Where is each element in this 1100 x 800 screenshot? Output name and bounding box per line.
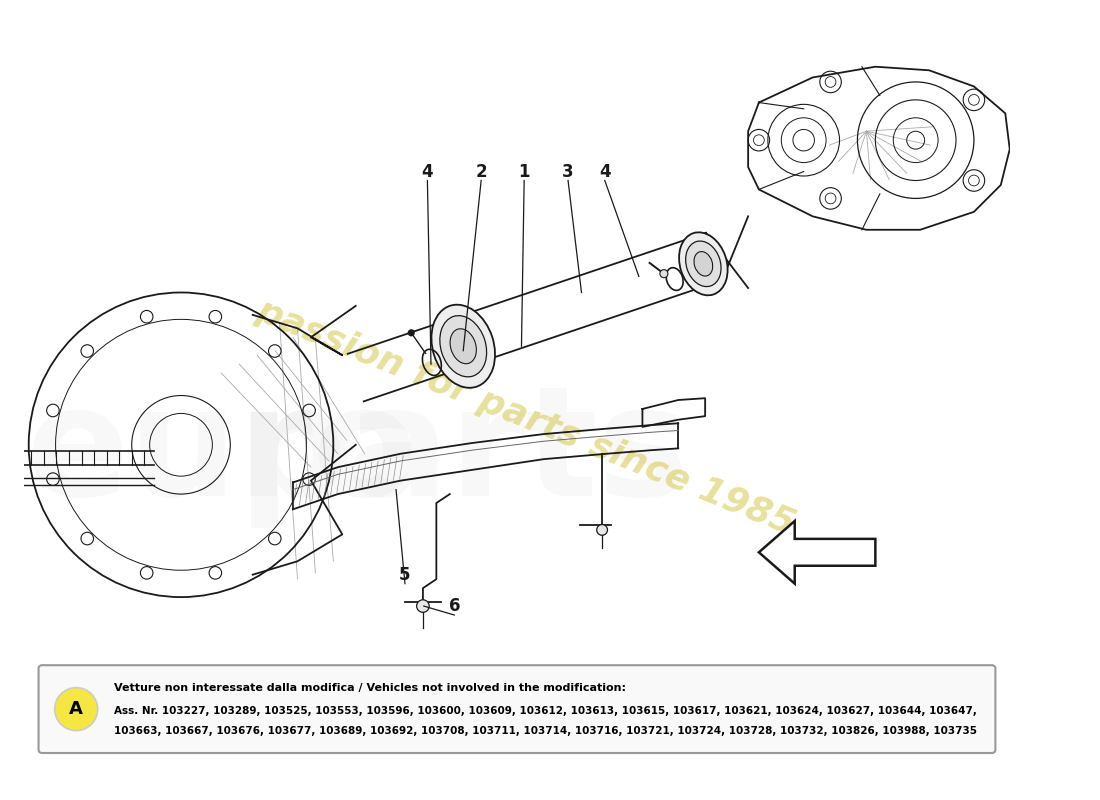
Text: 6: 6 <box>449 597 460 615</box>
Text: euro: euro <box>25 379 418 528</box>
Text: Ass. Nr. 103227, 103289, 103525, 103553, 103596, 103600, 103609, 103612, 103613,: Ass. Nr. 103227, 103289, 103525, 103553,… <box>113 706 977 716</box>
Circle shape <box>408 330 415 336</box>
Ellipse shape <box>450 329 476 364</box>
Text: 5: 5 <box>399 566 410 584</box>
Text: 2: 2 <box>475 162 487 181</box>
Ellipse shape <box>685 241 722 286</box>
Text: 4: 4 <box>600 162 610 181</box>
Text: A: A <box>69 700 84 718</box>
Circle shape <box>55 687 98 730</box>
Text: 103663, 103667, 103676, 103677, 103689, 103692, 103708, 103711, 103714, 103716, : 103663, 103667, 103676, 103677, 103689, … <box>113 726 977 737</box>
Ellipse shape <box>440 316 486 377</box>
Text: 1: 1 <box>518 162 530 181</box>
Text: 3: 3 <box>562 162 574 181</box>
FancyBboxPatch shape <box>39 665 996 753</box>
Circle shape <box>660 270 668 278</box>
Ellipse shape <box>431 305 495 388</box>
Ellipse shape <box>679 232 727 295</box>
Text: passion for parts since 1985: passion for parts since 1985 <box>252 294 801 542</box>
Circle shape <box>596 525 607 535</box>
Circle shape <box>417 600 429 612</box>
Text: 4: 4 <box>421 162 433 181</box>
Text: parts: parts <box>238 379 689 528</box>
Text: Vetture non interessate dalla modifica / Vehicles not involved in the modificati: Vetture non interessate dalla modifica /… <box>113 683 626 694</box>
Ellipse shape <box>694 251 713 276</box>
